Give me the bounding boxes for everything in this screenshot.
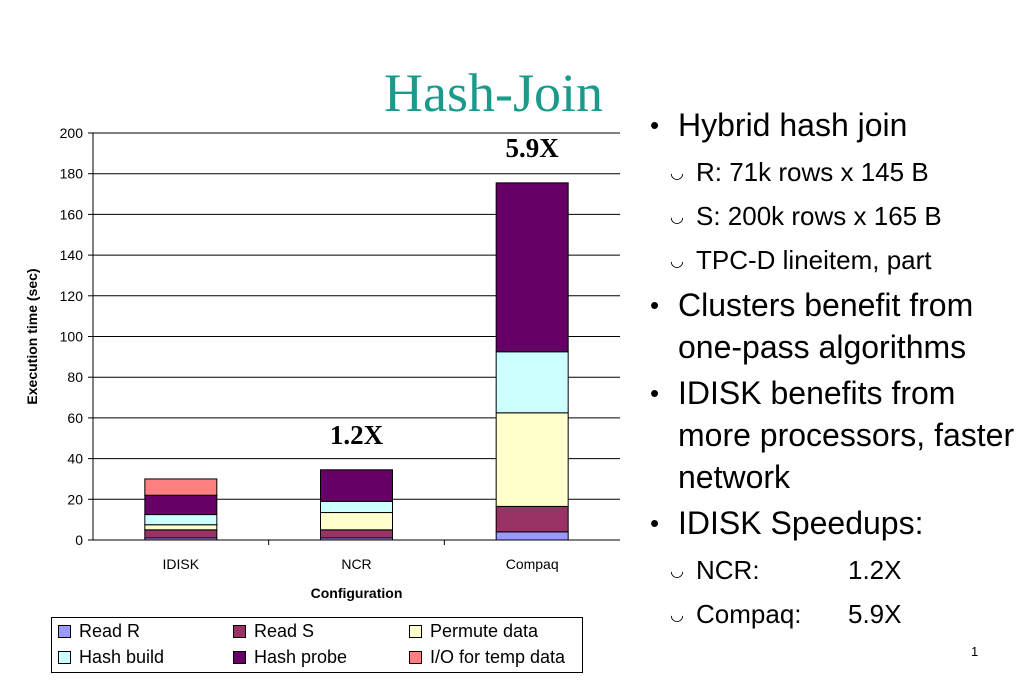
sub-bullet-mark: ◡ xyxy=(670,253,684,270)
sub-bullet: ◡ S: 200k rows x 165 B xyxy=(648,194,1020,238)
speedup-annotation: 5.9X xyxy=(506,133,560,163)
bar-segment xyxy=(495,351,569,414)
stacked-bar-chart: 0 20 40 60 80 100 120 140 160 180 200 IDISK NCR 1.2X C… xyxy=(24,125,620,601)
speedup-value: 5.9X xyxy=(848,599,902,629)
speedup-row: ◡ NCR: 1.2X xyxy=(648,548,1020,592)
bullet-dot: • xyxy=(650,378,660,408)
bullet-dot: • xyxy=(650,290,660,320)
legend-label: Hash probe xyxy=(254,647,348,667)
sub-bullet-list: ◡ R: 71k rows x 145 B ◡ S: 200k rows x 165… xyxy=(648,150,1020,282)
bar-segment xyxy=(320,529,393,539)
bullet-text: IDISK Speedups: xyxy=(678,505,924,541)
y-tick-label: 160 xyxy=(60,206,84,222)
speedup-row: ◡ Compaq: 5.9X xyxy=(648,592,1020,636)
bullet-dot: • xyxy=(650,110,660,140)
bar-segment xyxy=(144,514,218,526)
sub-bullet-text: R: 71k rows x 145 B xyxy=(696,157,929,187)
speedup-annotation: 1.2X xyxy=(330,420,384,450)
sub-bullet-mark: ◡ xyxy=(670,209,684,226)
legend-label: I/O for temp data xyxy=(430,647,566,667)
legend-item: Hash build xyxy=(58,647,164,668)
bar-segment xyxy=(144,478,218,496)
speedup-label: Compaq: xyxy=(696,599,802,629)
bullet-idisk-speedups: • IDISK Speedups: xyxy=(648,502,1020,544)
bar-segment xyxy=(320,512,393,531)
legend-swatch xyxy=(58,625,71,638)
bullet-clusters: • Clusters benefit from one-pass algorit… xyxy=(648,284,1020,368)
legend-swatch xyxy=(409,625,422,638)
x-axis-label: Configuration xyxy=(311,585,403,601)
y-tick-label: 180 xyxy=(60,166,84,182)
sub-bullet-mark: ◡ xyxy=(670,165,684,182)
bar-segment xyxy=(320,500,393,514)
y-tick-label: 140 xyxy=(60,247,84,263)
speedup-value: 1.2X xyxy=(848,555,902,585)
y-tick-label: 80 xyxy=(67,369,83,385)
slide-title: Hash-Join xyxy=(384,63,603,123)
x-tick-label: IDISK xyxy=(163,556,200,572)
legend-label: Read S xyxy=(254,621,315,641)
bar-segment xyxy=(144,524,218,531)
sub-bullet-mark: ◡ xyxy=(670,563,684,580)
sub-bullet-text: S: 200k rows x 165 B xyxy=(696,201,942,231)
bullet-text: IDISK benefits from more processors, fas… xyxy=(678,375,1015,495)
y-tick-label: 60 xyxy=(67,410,83,426)
bullet-idisk-benefits: • IDISK benefits from more processors, f… xyxy=(648,372,1020,498)
bullet-hybrid-hash-join: • Hybrid hash join xyxy=(648,104,1020,146)
bar-segment xyxy=(495,531,569,541)
legend-item: Read S xyxy=(233,621,314,642)
legend-label: Read R xyxy=(79,621,141,641)
x-tick-label: NCR xyxy=(341,556,371,572)
slide-number: 1 xyxy=(971,644,979,659)
bullet-dot: • xyxy=(650,508,660,538)
legend-item: I/O for temp data xyxy=(409,647,565,668)
legend-item: Hash probe xyxy=(233,647,347,668)
y-tick-label: 200 xyxy=(60,125,84,141)
y-tick-label: 120 xyxy=(60,288,84,304)
sub-bullet-text: TPC-D lineitem, part xyxy=(696,245,932,275)
y-axis-label: Execution time (sec) xyxy=(24,268,40,404)
chart-legend: Read R Read S Permute data Hash build Hash p… xyxy=(51,617,583,673)
y-tick-label: 0 xyxy=(75,532,83,548)
sub-bullet-mark: ◡ xyxy=(670,607,684,624)
legend-item: Permute data xyxy=(409,621,538,642)
bullet-list: • Hybrid hash join ◡ R: 71k rows x 145 B … xyxy=(648,104,1020,638)
legend-swatch xyxy=(233,625,246,638)
speedup-label: NCR: xyxy=(696,555,760,585)
legend-label: Permute data xyxy=(430,621,539,641)
speedup-list: ◡ NCR: 1.2X ◡ Compaq: 5.9X xyxy=(648,548,1020,636)
legend-item: Read R xyxy=(58,621,140,642)
sub-bullet: ◡ TPC-D lineitem, part xyxy=(648,238,1020,282)
legend-label: Hash build xyxy=(79,647,165,667)
bullet-text: Hybrid hash join xyxy=(678,107,908,143)
bar-segment xyxy=(495,505,569,533)
y-tick-label: 100 xyxy=(60,329,84,345)
bar-segment xyxy=(495,182,569,353)
bar-segment xyxy=(320,469,393,502)
legend-swatch xyxy=(409,651,422,664)
bullet-text: Clusters benefit from one-pass algorithm… xyxy=(678,287,974,365)
sub-bullet: ◡ R: 71k rows x 145 B xyxy=(648,150,1020,194)
bar-segment xyxy=(144,494,218,516)
x-tick-label: Compaq xyxy=(506,556,559,572)
bar-segment xyxy=(144,529,218,539)
y-tick-label: 40 xyxy=(67,451,83,467)
legend-swatch xyxy=(58,651,71,664)
y-tick-label: 20 xyxy=(67,491,83,507)
bar-segment xyxy=(495,412,569,507)
legend-swatch xyxy=(233,651,246,664)
